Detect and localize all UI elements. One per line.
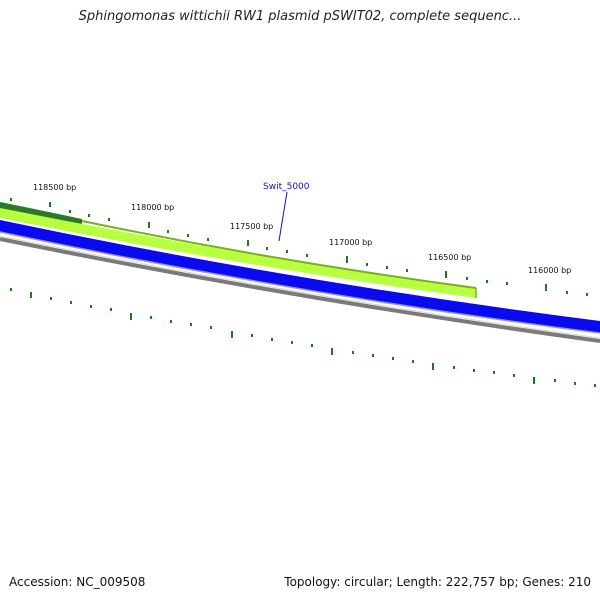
scale-label-118500: 118500 bp xyxy=(33,183,76,192)
accession-text: Accession: NC_009508 xyxy=(9,575,146,589)
gene-feature-swit-5000-border xyxy=(81,220,477,289)
scale-label-116000: 116000 bp xyxy=(528,266,571,275)
scale-label-117000: 117000 bp xyxy=(329,238,372,247)
inner-scale-ticks xyxy=(10,288,596,387)
topology-info-text: Topology: circular; Length: 222,757 bp; … xyxy=(284,575,591,589)
gene-feature-blue-edge xyxy=(0,231,600,334)
scale-label-116500: 116500 bp xyxy=(428,253,471,262)
outer-scale-ticks xyxy=(10,198,588,296)
gene-feature-blue[interactable] xyxy=(0,220,600,333)
plasmid-backbone-highlight xyxy=(0,235,600,339)
map-title: Sphingomonas wittichii RW1 plasmid pSWIT… xyxy=(78,9,522,24)
scale-label-117500: 117500 bp xyxy=(230,222,273,231)
gene-label-swit-5000[interactable]: Swit_5000 xyxy=(263,182,310,192)
scale-label-118000: 118000 bp xyxy=(131,203,174,212)
gene-label-leader-line xyxy=(278,191,288,242)
gene-feature-swit-5000[interactable] xyxy=(0,208,476,298)
plasmid-backbone xyxy=(0,237,600,343)
